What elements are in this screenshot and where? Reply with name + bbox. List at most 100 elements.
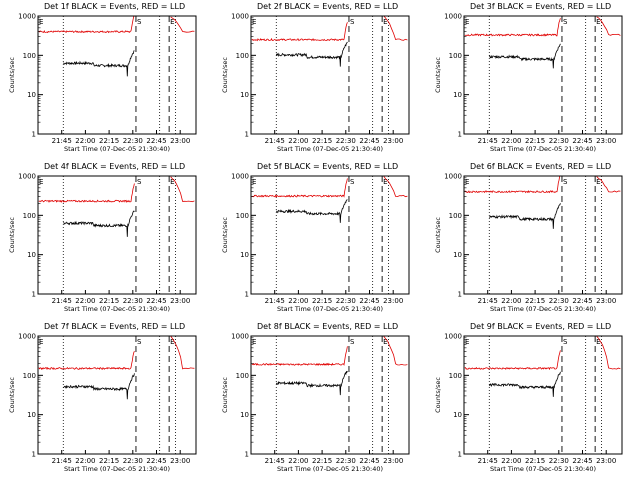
panel-title: Det 7f BLACK = Events, RED = LLD bbox=[44, 322, 185, 331]
x-tick-label: 22:15 bbox=[312, 457, 332, 465]
x-tick-label: 22:00 bbox=[288, 137, 308, 145]
x-tick-label: 21:45 bbox=[52, 457, 72, 465]
x-tick-label: 22:30 bbox=[123, 297, 143, 305]
lld-tail-line bbox=[383, 15, 408, 41]
panel-9: Det 9f BLACK = Events, RED = LLD S E E 1 10 10… bbox=[434, 322, 623, 473]
panel-5: Det 5f BLACK = Events, RED = LLD S E E 1 10 10… bbox=[221, 162, 410, 313]
y-tick-label: 1000 bbox=[444, 333, 462, 341]
x-tick-label: 23:00 bbox=[383, 137, 403, 145]
x-tick-label: 22:30 bbox=[549, 457, 569, 465]
lld-tail-line bbox=[170, 16, 195, 33]
y-tick-label: 100 bbox=[236, 372, 249, 380]
flag-label-start: E bbox=[465, 18, 469, 26]
y-tick-label: 1 bbox=[458, 291, 462, 299]
flag-label-E: E bbox=[170, 338, 174, 346]
y-tick-label: 100 bbox=[23, 212, 36, 220]
events-series-line bbox=[63, 50, 135, 77]
panel-8: Det 8f BLACK = Events, RED = LLD S E E 1 10 10… bbox=[221, 322, 410, 473]
plot-frame bbox=[463, 175, 623, 295]
x-tick-label: 22:00 bbox=[75, 457, 95, 465]
flag-label-start: E bbox=[252, 338, 256, 346]
x-tick-label: 22:45 bbox=[146, 297, 166, 305]
x-tick-label: 22:30 bbox=[123, 457, 143, 465]
panel-title: Det 2f BLACK = Events, RED = LLD bbox=[257, 2, 398, 11]
lld-tail-line bbox=[170, 176, 195, 203]
x-tick-label: 22:00 bbox=[75, 297, 95, 305]
x-tick-label: 22:00 bbox=[501, 457, 521, 465]
x-tick-label: 22:45 bbox=[359, 457, 379, 465]
y-tick-label: 1 bbox=[32, 451, 36, 459]
y-tick-label: 10 bbox=[453, 251, 462, 259]
x-tick-label: 23:00 bbox=[170, 137, 190, 145]
y-axis-label: Counts/sec bbox=[221, 217, 229, 253]
x-tick-label: 22:45 bbox=[146, 457, 166, 465]
x-tick-label: 22:45 bbox=[572, 457, 592, 465]
panel-title: Det 1f BLACK = Events, RED = LLD bbox=[44, 2, 185, 11]
x-tick-label: 22:00 bbox=[288, 457, 308, 465]
flag-label-S: S bbox=[350, 18, 355, 26]
x-tick-label: 21:45 bbox=[52, 137, 72, 145]
flag-label-start: E bbox=[465, 338, 469, 346]
panel-6: Det 6f BLACK = Events, RED = LLD S E E 1 10 10… bbox=[434, 162, 623, 313]
lld-tail-line bbox=[383, 335, 408, 366]
lld-tail-line bbox=[170, 335, 195, 370]
lld-series-line bbox=[464, 18, 561, 37]
panel-7: Det 7f BLACK = Events, RED = LLD S E E 1 10 10… bbox=[8, 322, 197, 473]
x-tick-label: 23:00 bbox=[383, 297, 403, 305]
x-tick-label: 23:00 bbox=[596, 457, 616, 465]
lld-series-line bbox=[464, 350, 561, 371]
flag-label-E: E bbox=[596, 178, 600, 186]
lld-series-line bbox=[251, 178, 348, 198]
x-tick-label: 22:00 bbox=[288, 297, 308, 305]
y-tick-label: 10 bbox=[453, 91, 462, 99]
flag-label-E: E bbox=[170, 178, 174, 186]
lld-series-line bbox=[251, 346, 348, 366]
lld-series-line bbox=[38, 351, 135, 371]
x-tick-label: 23:00 bbox=[383, 457, 403, 465]
y-axis-label: Counts/sec bbox=[8, 217, 16, 253]
x-tick-label: 22:30 bbox=[336, 457, 356, 465]
flag-label-E: E bbox=[596, 18, 600, 26]
y-tick-label: 1 bbox=[32, 131, 36, 139]
x-axis-label: Start Time (07-Dec-05 21:30:40) bbox=[490, 145, 596, 153]
events-series-line bbox=[275, 370, 348, 396]
panel-4: Det 4f BLACK = Events, RED = LLD S E E 1 10 10… bbox=[8, 162, 197, 313]
x-axis-label: Start Time (07-Dec-05 21:30:40) bbox=[64, 465, 170, 473]
y-tick-label: 1000 bbox=[231, 333, 249, 341]
flag-label-S: S bbox=[137, 338, 142, 346]
x-tick-label: 22:45 bbox=[146, 137, 166, 145]
plot-frame bbox=[250, 175, 410, 295]
x-tick-label: 22:30 bbox=[549, 297, 569, 305]
panel-title: Det 6f BLACK = Events, RED = LLD bbox=[470, 162, 611, 171]
y-tick-label: 100 bbox=[23, 52, 36, 60]
y-axis-label: Counts/sec bbox=[8, 57, 16, 93]
y-axis-label: Counts/sec bbox=[434, 377, 442, 413]
y-tick-label: 1000 bbox=[18, 13, 36, 21]
x-tick-label: 21:45 bbox=[265, 297, 285, 305]
plot-frame bbox=[250, 15, 410, 135]
flag-label-start: E bbox=[465, 178, 469, 186]
lld-series-line bbox=[464, 175, 561, 194]
panel-title: Det 4f BLACK = Events, RED = LLD bbox=[44, 162, 185, 171]
y-tick-label: 1 bbox=[245, 291, 249, 299]
flag-label-S: S bbox=[563, 18, 568, 26]
y-tick-label: 100 bbox=[23, 372, 36, 380]
y-tick-label: 100 bbox=[236, 212, 249, 220]
events-series-line bbox=[488, 371, 561, 397]
y-tick-label: 1000 bbox=[18, 333, 36, 341]
x-tick-label: 22:45 bbox=[572, 297, 592, 305]
y-axis-label: Counts/sec bbox=[8, 377, 16, 413]
x-axis-label: Start Time (07-Dec-05 21:30:40) bbox=[64, 305, 170, 313]
lld-series-line bbox=[251, 22, 348, 42]
x-tick-label: 23:00 bbox=[170, 457, 190, 465]
flag-label-S: S bbox=[563, 338, 568, 346]
x-axis-label: Start Time (07-Dec-05 21:30:40) bbox=[64, 145, 170, 153]
x-tick-label: 22:45 bbox=[572, 137, 592, 145]
y-tick-label: 1000 bbox=[231, 173, 249, 181]
y-tick-label: 10 bbox=[453, 411, 462, 419]
x-tick-label: 22:30 bbox=[336, 137, 356, 145]
events-series-line bbox=[488, 203, 561, 229]
x-tick-label: 22:15 bbox=[99, 137, 119, 145]
events-series-line bbox=[275, 41, 348, 67]
plot-frame bbox=[463, 335, 623, 455]
